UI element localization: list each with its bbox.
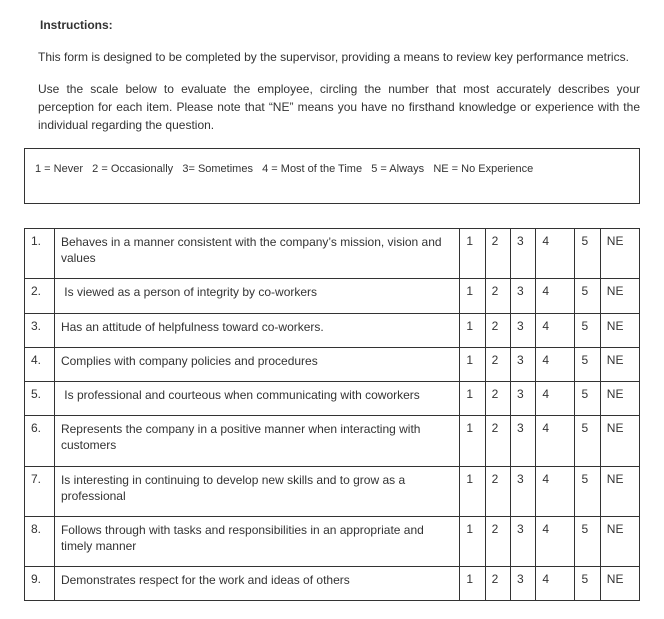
rating-option-1[interactable]: 1: [460, 279, 485, 313]
rating-legend-text: 1 = Never 2 = Occasionally 3= Sometimes …: [35, 163, 533, 175]
row-description: Follows through with tasks and responsib…: [54, 516, 459, 566]
table-row: 9.Demonstrates respect for the work and …: [25, 567, 640, 601]
rating-option-NE[interactable]: NE: [600, 229, 639, 279]
rating-option-5[interactable]: 5: [575, 229, 600, 279]
rating-option-1[interactable]: 1: [460, 466, 485, 516]
row-number: 2.: [25, 279, 55, 313]
rating-legend-box: 1 = Never 2 = Occasionally 3= Sometimes …: [24, 148, 640, 204]
row-description: Is viewed as a person of integrity by co…: [54, 279, 459, 313]
table-row: 4.Complies with company policies and pro…: [25, 347, 640, 381]
rating-option-NE[interactable]: NE: [600, 466, 639, 516]
rating-option-3[interactable]: 3: [510, 279, 535, 313]
rating-option-2[interactable]: 2: [485, 347, 510, 381]
rating-option-4[interactable]: 4: [536, 416, 575, 466]
rating-option-NE[interactable]: NE: [600, 347, 639, 381]
rating-option-NE[interactable]: NE: [600, 313, 639, 347]
rating-option-4[interactable]: 4: [536, 279, 575, 313]
rating-option-5[interactable]: 5: [575, 466, 600, 516]
table-row: 7.Is interesting in continuing to develo…: [25, 466, 640, 516]
row-number: 6.: [25, 416, 55, 466]
row-number: 5.: [25, 381, 55, 415]
instructions-paragraph-2: Use the scale below to evaluate the empl…: [38, 80, 640, 134]
rating-option-4[interactable]: 4: [536, 466, 575, 516]
row-number: 1.: [25, 229, 55, 279]
row-description: Is professional and courteous when commu…: [54, 381, 459, 415]
rating-option-3[interactable]: 3: [510, 416, 535, 466]
row-description: Represents the company in a positive man…: [54, 416, 459, 466]
instructions-heading: Instructions:: [40, 18, 640, 32]
row-description: Is interesting in continuing to develop …: [54, 466, 459, 516]
table-row: 6.Represents the company in a positive m…: [25, 416, 640, 466]
table-row: 5. Is professional and courteous when co…: [25, 381, 640, 415]
row-description: Behaves in a manner consistent with the …: [54, 229, 459, 279]
rating-option-1[interactable]: 1: [460, 313, 485, 347]
table-row: 8.Follows through with tasks and respons…: [25, 516, 640, 566]
row-number: 9.: [25, 567, 55, 601]
row-number: 4.: [25, 347, 55, 381]
rating-option-3[interactable]: 3: [510, 516, 535, 566]
row-description: Complies with company policies and proce…: [54, 347, 459, 381]
rating-option-1[interactable]: 1: [460, 381, 485, 415]
rating-option-2[interactable]: 2: [485, 279, 510, 313]
rating-option-4[interactable]: 4: [536, 229, 575, 279]
rating-option-1[interactable]: 1: [460, 347, 485, 381]
rating-option-4[interactable]: 4: [536, 567, 575, 601]
rating-option-5[interactable]: 5: [575, 313, 600, 347]
rating-option-3[interactable]: 3: [510, 466, 535, 516]
rating-option-1[interactable]: 1: [460, 416, 485, 466]
rating-option-3[interactable]: 3: [510, 381, 535, 415]
table-row: 2. Is viewed as a person of integrity by…: [25, 279, 640, 313]
rating-option-4[interactable]: 4: [536, 516, 575, 566]
row-description: Demonstrates respect for the work and id…: [54, 567, 459, 601]
evaluation-table: 1.Behaves in a manner consistent with th…: [24, 228, 640, 601]
rating-option-2[interactable]: 2: [485, 567, 510, 601]
table-row: 3.Has an attitude of helpfulness toward …: [25, 313, 640, 347]
rating-option-2[interactable]: 2: [485, 313, 510, 347]
rating-option-4[interactable]: 4: [536, 313, 575, 347]
rating-option-2[interactable]: 2: [485, 516, 510, 566]
rating-option-5[interactable]: 5: [575, 516, 600, 566]
rating-option-5[interactable]: 5: [575, 416, 600, 466]
instructions-paragraph-1: This form is designed to be completed by…: [38, 48, 640, 66]
rating-option-5[interactable]: 5: [575, 347, 600, 381]
rating-option-1[interactable]: 1: [460, 567, 485, 601]
rating-option-2[interactable]: 2: [485, 381, 510, 415]
rating-option-NE[interactable]: NE: [600, 279, 639, 313]
rating-option-5[interactable]: 5: [575, 381, 600, 415]
row-description: Has an attitude of helpfulness toward co…: [54, 313, 459, 347]
rating-option-5[interactable]: 5: [575, 279, 600, 313]
rating-option-3[interactable]: 3: [510, 567, 535, 601]
rating-option-NE[interactable]: NE: [600, 516, 639, 566]
row-number: 8.: [25, 516, 55, 566]
row-number: 7.: [25, 466, 55, 516]
rating-option-1[interactable]: 1: [460, 516, 485, 566]
rating-option-2[interactable]: 2: [485, 466, 510, 516]
rating-option-4[interactable]: 4: [536, 381, 575, 415]
rating-option-3[interactable]: 3: [510, 347, 535, 381]
rating-option-NE[interactable]: NE: [600, 381, 639, 415]
row-number: 3.: [25, 313, 55, 347]
table-row: 1.Behaves in a manner consistent with th…: [25, 229, 640, 279]
rating-option-2[interactable]: 2: [485, 229, 510, 279]
rating-option-NE[interactable]: NE: [600, 567, 639, 601]
rating-option-4[interactable]: 4: [536, 347, 575, 381]
rating-option-5[interactable]: 5: [575, 567, 600, 601]
rating-option-3[interactable]: 3: [510, 229, 535, 279]
rating-option-3[interactable]: 3: [510, 313, 535, 347]
rating-option-1[interactable]: 1: [460, 229, 485, 279]
evaluation-table-body: 1.Behaves in a manner consistent with th…: [25, 229, 640, 601]
rating-option-NE[interactable]: NE: [600, 416, 639, 466]
rating-option-2[interactable]: 2: [485, 416, 510, 466]
